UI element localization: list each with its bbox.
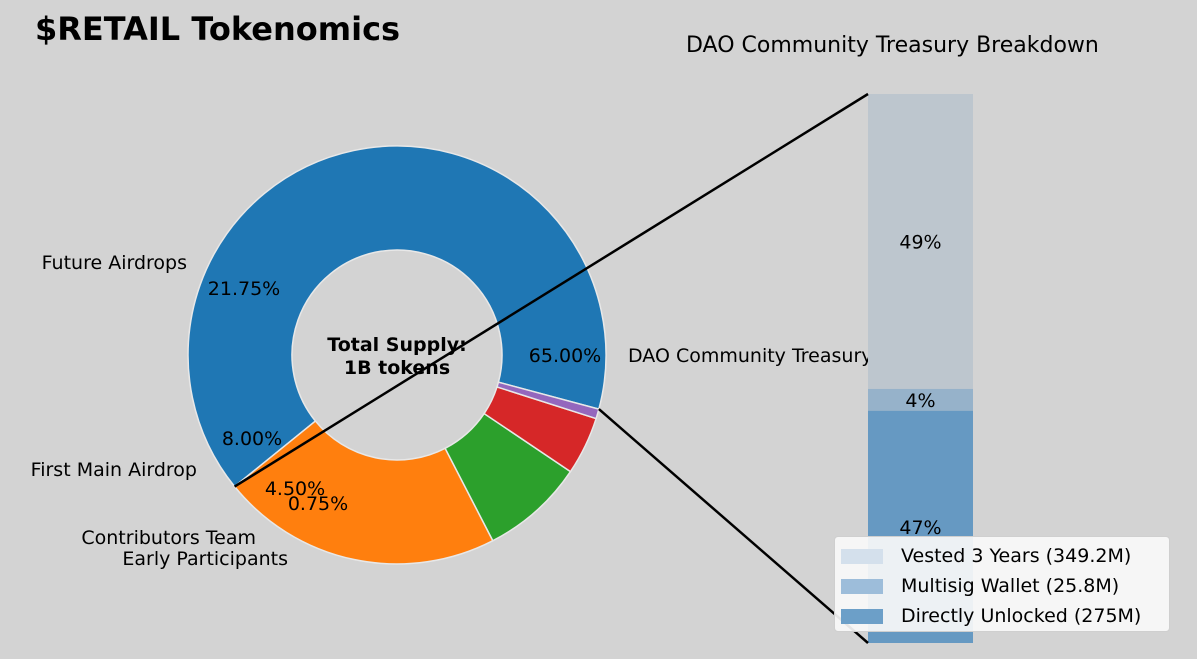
- legend-label-unlocked: Directly Unlocked (275M): [901, 605, 1142, 627]
- category-label-future-airdrops: Future Airdrops: [42, 252, 187, 274]
- legend-item-multisig: Multisig Wallet (25.8M): [835, 571, 1169, 601]
- center-label-line-2: 1B tokens: [344, 357, 450, 379]
- bar-legend: Vested 3 Years (349.2M) Multisig Wallet …: [834, 536, 1170, 632]
- category-label-first-main-airdrop: First Main Airdrop: [31, 459, 197, 481]
- connector-lines: [233, 92, 869, 644]
- legend-label-multisig: Multisig Wallet (25.8M): [901, 575, 1120, 597]
- chart-title: $RETAIL Tokenomics: [35, 10, 401, 48]
- category-label-treasury: DAO Community Treasury: [628, 345, 873, 367]
- slice-early-participants: [496, 381, 600, 420]
- category-label-early-participants: Early Participants: [122, 548, 288, 570]
- legend-label-vested: Vested 3 Years (349.2M): [901, 545, 1132, 567]
- slice-treasury: [187, 145, 607, 488]
- bar-label-unlocked: 47%: [899, 517, 941, 539]
- slice-future-airdrops: [233, 420, 494, 565]
- bar-label-vested: 49%: [899, 231, 941, 253]
- pct-label-future-airdrops: 21.75%: [208, 278, 280, 300]
- legend-swatch-vested: [841, 548, 883, 564]
- legend-item-vested: Vested 3 Years (349.2M): [835, 541, 1169, 571]
- bar-chart-title: DAO Community Treasury Breakdown: [686, 33, 1099, 58]
- bar-segment-multisig: [868, 388, 973, 411]
- center-label-line-1: Total Supply:: [327, 334, 466, 356]
- pct-label-early-participants: 0.75%: [288, 493, 348, 515]
- connector-line-bottom: [598, 408, 869, 644]
- donut-category-labels: DAO Community Treasury Future Airdrops Fir…: [31, 252, 873, 570]
- pct-label-first-main-airdrop: 8.00%: [222, 428, 282, 450]
- pct-label-treasury: 65.00%: [529, 345, 601, 367]
- donut-percentage-labels: 65.00% 21.75% 8.00% 4.50%0.75%: [208, 278, 601, 515]
- category-label-contributors-team: Contributors Team: [81, 527, 256, 549]
- donut-chart: [187, 145, 607, 565]
- legend-item-unlocked: Directly Unlocked (275M): [835, 601, 1169, 631]
- bar-segment-vested: [868, 94, 973, 389]
- bar-label-multisig: 4%: [905, 390, 935, 412]
- legend-swatch-multisig: [841, 578, 883, 594]
- legend-swatch-unlocked: [841, 608, 883, 624]
- connector-line-top: [233, 92, 869, 488]
- pct-label-contributors-team: 4.50%: [265, 478, 325, 500]
- donut-center-label: Total Supply: 1B tokens: [327, 334, 466, 379]
